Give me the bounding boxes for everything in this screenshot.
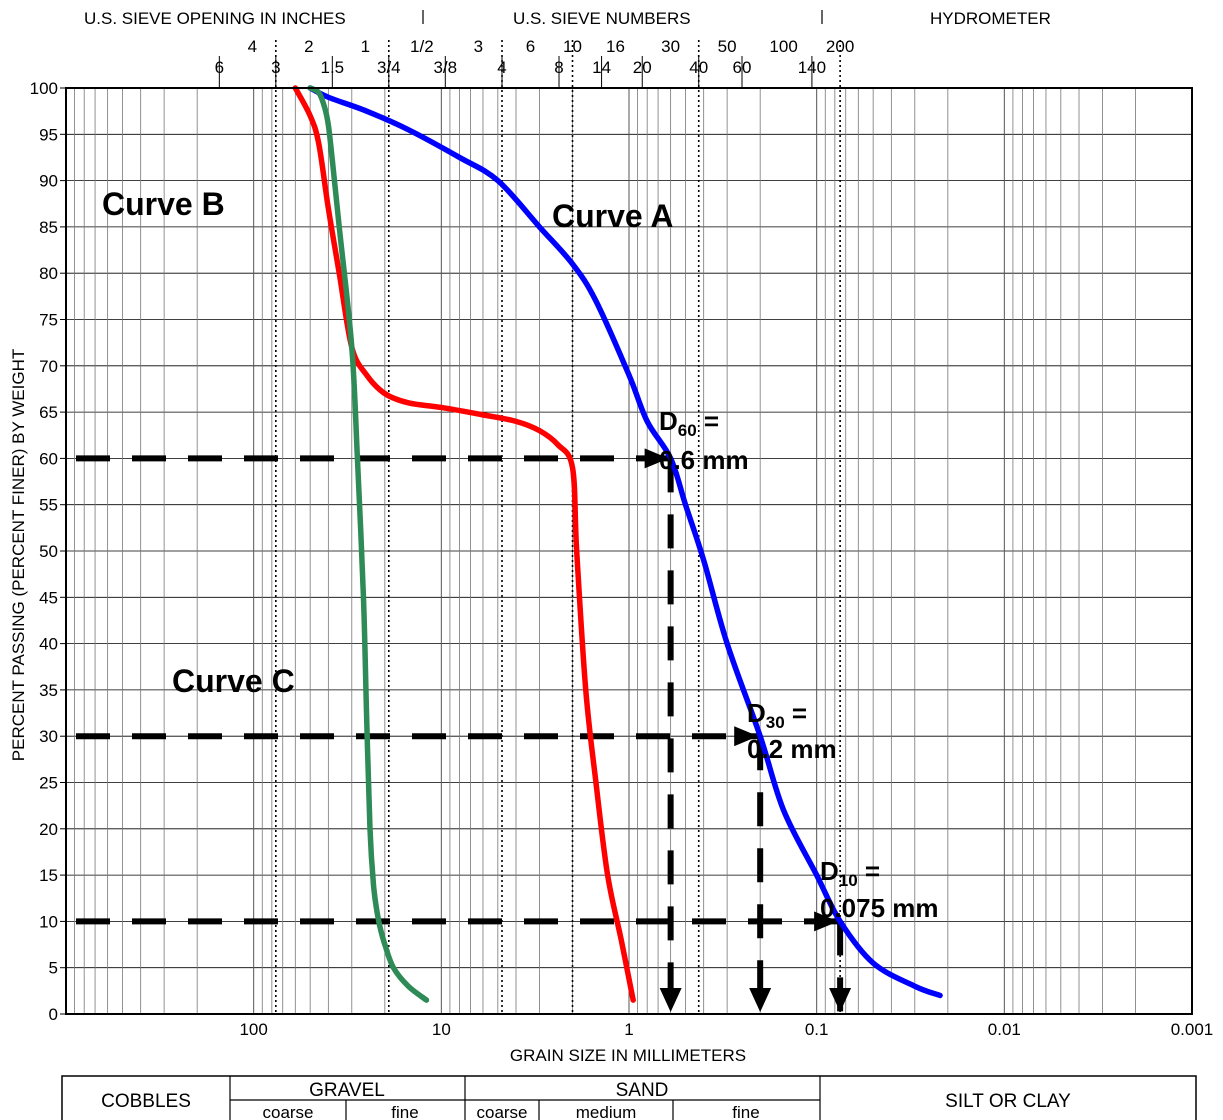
sieve-header: 4 2 1 1/2 3 6 10 16 30 50 100 200 6 3 1.5 3/4 3/8 4 8 14 20 4…: [215, 37, 854, 88]
y-tick-label: 30: [39, 727, 58, 746]
sieve-label-lower: 140: [798, 58, 826, 77]
hydrometer-title: HYDROMETER: [930, 9, 1051, 28]
sand-label: SAND: [616, 1080, 669, 1101]
sieve-label-upper: 6: [526, 37, 535, 56]
y-tick-label: 5: [49, 959, 58, 978]
y-tick-label: 90: [39, 172, 58, 191]
y-tick-label: 20: [39, 820, 58, 839]
sieve-numbers-title: U.S. SIEVE NUMBERS: [513, 9, 691, 28]
d10-value: 0.075 mm: [820, 893, 939, 923]
x-tick-label: 0.001: [1171, 1020, 1214, 1039]
dotted-sieve-lines: [275, 40, 841, 1014]
cobbles-label: COBBLES: [101, 1091, 191, 1112]
y-tick-label: 60: [39, 449, 58, 468]
series-label-curve-a: Curve A: [552, 198, 674, 234]
gravel-label: GRAVEL: [309, 1080, 385, 1101]
sieve-label-lower: 4: [497, 58, 506, 77]
y-tick-label: 55: [39, 496, 58, 515]
y-tick-label: 10: [39, 912, 58, 931]
sieve-label-lower: 3: [271, 58, 280, 77]
x-tick-label: 0.01: [988, 1020, 1021, 1039]
y-tick-label: 70: [39, 357, 58, 376]
sieve-label-upper: 30: [661, 37, 680, 56]
x-tick-label: 1: [624, 1020, 633, 1039]
sieve-label-upper: 1: [361, 37, 370, 56]
series-line-curve-c: [307, 85, 430, 1003]
y-tick-label: 65: [39, 403, 58, 422]
sand-coarse-label: coarse: [476, 1103, 527, 1120]
sieve-label-upper: 50: [718, 37, 737, 56]
sand-medium-label: medium: [576, 1103, 636, 1120]
silt-clay-label: SILT OR CLAY: [945, 1091, 1071, 1112]
series-line-curve-a: [307, 85, 943, 999]
sieve-label-lower: 3/4: [377, 58, 401, 77]
reference-lines: [76, 448, 852, 1012]
series-label-curve-b: Curve B: [102, 186, 225, 222]
series-line-curve-b: [292, 85, 636, 1003]
axis-ticks: 0510152025303540455055606570758085909510…: [30, 79, 1214, 1039]
sieve-label-upper: 200: [826, 37, 854, 56]
sieve-label-lower: 40: [689, 58, 708, 77]
y-tick-label: 40: [39, 635, 58, 654]
sieve-label-upper: 16: [606, 37, 625, 56]
d10-label: D10 =: [820, 856, 880, 890]
d30-label: D30 =: [747, 698, 807, 732]
sieve-label-lower: 60: [733, 58, 752, 77]
sieve-label-upper: 1/2: [410, 37, 434, 56]
classification-table-frame: [61, 1075, 1197, 1120]
d60-label: D60 =: [659, 406, 719, 440]
sieve-label-lower: 20: [633, 58, 652, 77]
x-tick-label: 0.1: [805, 1020, 829, 1039]
gravel-fine-label: fine: [391, 1103, 418, 1120]
sieve-label-upper: 2: [304, 37, 313, 56]
sand-fine-label: fine: [732, 1103, 759, 1120]
gravel-coarse-label: coarse: [262, 1103, 313, 1120]
y-tick-label: 80: [39, 264, 58, 283]
x-axis-title: GRAIN SIZE IN MILLIMETERS: [510, 1046, 746, 1065]
y-tick-label: 95: [39, 125, 58, 144]
y-tick-label: 0: [49, 1005, 58, 1024]
series-lines: [292, 85, 943, 1003]
soil-classification-table: COBBLES GRAVEL SAND SILT OR CLAY coarse …: [61, 1075, 1197, 1120]
y-tick-label: 45: [39, 588, 58, 607]
y-tick-label: 25: [39, 774, 58, 793]
grid: [66, 87, 1193, 1015]
sieve-label-upper: 4: [248, 37, 257, 56]
sieve-label-upper: 3: [474, 37, 483, 56]
sieve-label-upper: 100: [769, 37, 797, 56]
y-tick-label: 50: [39, 542, 58, 561]
d30-value: 0.2 mm: [747, 734, 837, 764]
sieve-label-lower: 14: [592, 58, 611, 77]
y-tick-label: 15: [39, 866, 58, 885]
sieve-label-lower: 8: [554, 58, 563, 77]
y-tick-label: 85: [39, 218, 58, 237]
series-label-curve-c: Curve C: [172, 663, 295, 699]
sieve-label-lower: 1.5: [320, 58, 344, 77]
x-tick-label: 10: [432, 1020, 451, 1039]
x-tick-label: 100: [239, 1020, 267, 1039]
d60-value: 0.6 mm: [659, 445, 749, 475]
sieve-label-upper: 10: [563, 37, 582, 56]
y-axis-title: PERCENT PASSING (PERCENT FINER) BY WEIGH…: [9, 349, 28, 761]
y-tick-label: 75: [39, 311, 58, 330]
sieve-label-lower: 3/8: [433, 58, 457, 77]
y-tick-label: 100: [30, 79, 58, 98]
sieve-inches-title: U.S. SIEVE OPENING IN INCHES: [84, 9, 346, 28]
sieve-label-lower: 6: [215, 58, 224, 77]
y-tick-label: 35: [39, 681, 58, 700]
